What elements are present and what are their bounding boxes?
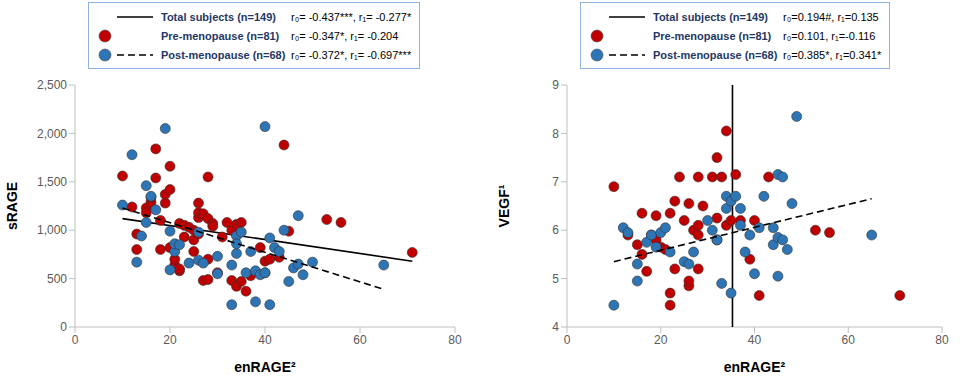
svg-text:7: 7 xyxy=(552,175,559,189)
svg-text:20: 20 xyxy=(654,333,668,347)
svg-text:4: 4 xyxy=(552,320,559,334)
svg-text:8: 8 xyxy=(552,127,559,141)
svg-text:2,000: 2,000 xyxy=(37,127,67,141)
svg-text:0: 0 xyxy=(60,320,67,334)
svg-text:enRAGE²: enRAGE² xyxy=(724,359,786,375)
html-text:r₀=0.101, r₁=-0.116: r₀=0.101, r₁=-0.116 xyxy=(783,29,876,42)
html-text:Pre-menopause (n=81): Pre-menopause (n=81) xyxy=(161,29,280,42)
html-text:r₀= -0.372*, r₁= -0.697***: r₀= -0.372*, r₁= -0.697*** xyxy=(291,48,412,61)
html-text:Total subjects (n=149): Total subjects (n=149) xyxy=(161,10,276,23)
html-text:r₀= -0.437***, r₁= -0.277*: r₀= -0.437***, r₁= -0.277* xyxy=(291,10,412,23)
svg-text:VEGF¹: VEGF¹ xyxy=(496,184,512,227)
html-text:Pre-menopause (n=81): Pre-menopause (n=81) xyxy=(653,29,772,42)
html-text:Total subjects (n=149): Total subjects (n=149) xyxy=(653,10,768,23)
svg-text:40: 40 xyxy=(258,333,272,347)
svg-text:80: 80 xyxy=(935,333,949,347)
svg-text:2,500: 2,500 xyxy=(37,78,67,92)
svg-text:5: 5 xyxy=(552,272,559,286)
svg-text:20: 20 xyxy=(163,333,177,347)
svg-text:sRAGE: sRAGE xyxy=(8,182,20,230)
html-text:r₀=0.194#, r₁=0.135: r₀=0.194#, r₁=0.135 xyxy=(783,10,879,23)
html-text:r₀= -0.347*, r₁= -0.204: r₀= -0.347*, r₁= -0.204 xyxy=(291,29,399,42)
svg-text:500: 500 xyxy=(47,272,67,286)
svg-text:1,500: 1,500 xyxy=(37,175,67,189)
svg-text:1,000: 1,000 xyxy=(37,223,67,237)
html-text:r₀=0.385*, r₁=0.341*: r₀=0.385*, r₁=0.341* xyxy=(783,48,882,61)
svg-text:enRAGE²: enRAGE² xyxy=(234,359,296,375)
svg-text:6: 6 xyxy=(552,223,559,237)
svg-text:40: 40 xyxy=(748,333,762,347)
svg-text:80: 80 xyxy=(448,333,462,347)
svg-text:0: 0 xyxy=(72,333,79,347)
html-text:Post-menopause (n=68): Post-menopause (n=68) xyxy=(653,48,778,61)
svg-text:9: 9 xyxy=(552,78,559,92)
svg-text:60: 60 xyxy=(353,333,367,347)
svg-text:60: 60 xyxy=(842,333,856,347)
svg-text:0: 0 xyxy=(564,333,571,347)
html-text:Post-menopause (n=68): Post-menopause (n=68) xyxy=(161,48,286,61)
